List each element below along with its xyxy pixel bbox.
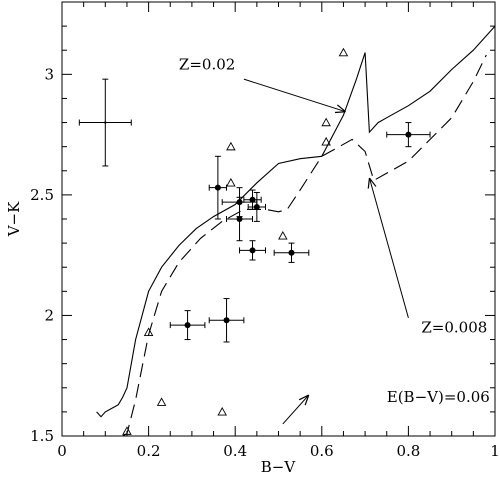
y-axis-label: V−K	[5, 201, 23, 237]
annotations: Z=0.02 Z=0.008 E(B−V)=0.06	[179, 56, 490, 425]
triangle-point	[278, 230, 288, 240]
annotation-arrow	[282, 395, 309, 425]
triangle-point	[122, 426, 132, 435]
x-tick-label: 1	[490, 442, 500, 460]
data-point	[236, 216, 243, 222]
triangle-point	[338, 47, 349, 57]
annotation-label: Z=0.008	[421, 318, 487, 336]
x-tick-label: 0.2	[137, 442, 161, 460]
y-tick-label: 1.5	[30, 427, 54, 445]
triangle-point	[143, 327, 154, 336]
triangle-point	[321, 136, 331, 146]
triangle-point	[226, 141, 236, 151]
y-tick-label: 3	[44, 65, 54, 83]
model-curves	[96, 25, 496, 437]
x-axis-label: B−V	[261, 458, 297, 476]
data-point	[405, 131, 412, 138]
x-tick-label: 0.4	[223, 442, 247, 460]
plot-frame	[61, 1, 496, 437]
data-point	[214, 184, 221, 191]
model-curve-solid	[96, 25, 496, 418]
x-tick-label: 0.8	[396, 442, 420, 460]
x-tick-label: 0.6	[310, 442, 334, 460]
model-curve-dashed	[122, 54, 487, 437]
data-point	[223, 317, 230, 324]
data-point	[184, 322, 191, 329]
data-point	[249, 247, 256, 254]
data-point	[253, 203, 260, 210]
data-point	[249, 196, 256, 203]
x-tick-label: 0	[57, 442, 67, 460]
triangle-point	[226, 177, 236, 187]
triangle-point	[156, 397, 167, 406]
annotation-arrow	[243, 78, 346, 112]
annotation-label: E(B−V)=0.06	[387, 388, 490, 406]
triangle-point	[217, 406, 227, 416]
typical-error-center	[104, 121, 107, 124]
y-tick-label: 2.5	[30, 186, 54, 204]
data-markers	[78, 47, 431, 435]
annotation-label: Z=0.02	[179, 56, 235, 74]
annotation-arrow	[369, 178, 409, 318]
y-tick-label: 2	[44, 306, 54, 324]
axis-ticks: 0 0.2 0.4 0.6 0.8 1 1.5 2 2.5 3	[30, 1, 500, 460]
triangle-point	[321, 117, 331, 127]
data-point	[288, 249, 295, 256]
